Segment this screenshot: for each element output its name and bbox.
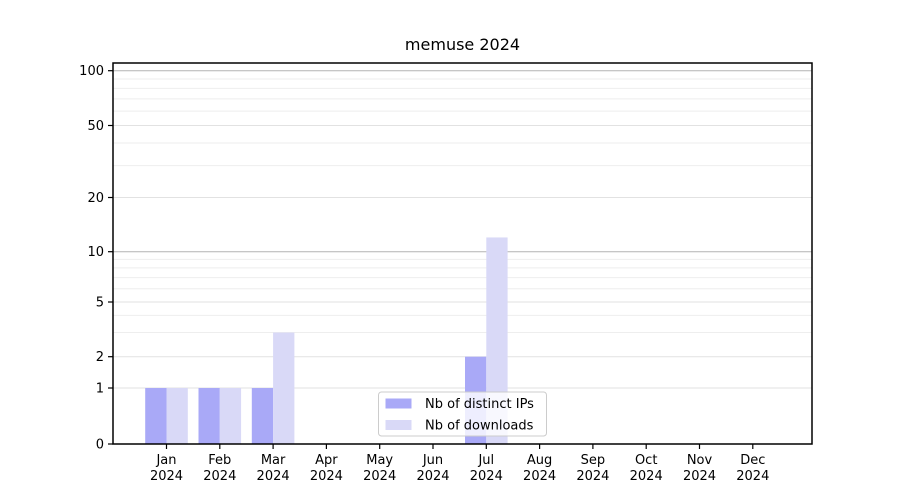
x-tick-year-dec: 2024 [736, 469, 769, 484]
legend-swatch-2 [385, 420, 412, 430]
chart-title: memuse 2024 [404, 35, 521, 54]
bar-jan-series2 [166, 388, 188, 444]
bar-mar-series1 [251, 388, 274, 444]
legend-label-2: Nb of downloads [425, 419, 534, 434]
plot-border [112, 62, 813, 445]
x-tick-label-apr: Apr [315, 453, 338, 468]
x-tick-label-nov: Nov [687, 453, 713, 468]
x-tick-label-jan: Jan [155, 453, 176, 468]
x-tick-label-aug: Aug [527, 453, 552, 468]
legend-box [378, 391, 547, 437]
y-tick-label-1: 1 [96, 382, 104, 397]
x-tick-year-apr: 2024 [310, 469, 343, 484]
x-tick-year-mar: 2024 [257, 469, 290, 484]
x-tick-year-nov: 2024 [683, 469, 716, 484]
y-tick-label-2: 2 [96, 350, 104, 365]
bar-mar-series2 [273, 332, 295, 444]
y-tick-label-10: 10 [87, 245, 104, 260]
legend-swatch-1 [385, 398, 412, 409]
x-tick-label-dec: Dec [740, 453, 765, 468]
y-tick-label-100: 100 [79, 64, 104, 79]
x-tick-label-feb: Feb [208, 453, 231, 468]
y-tick-label-50: 50 [87, 119, 104, 134]
x-tick-year-sep: 2024 [576, 469, 609, 484]
x-tick-year-jun: 2024 [416, 469, 449, 484]
x-tick-label-jun: Jun [422, 453, 443, 468]
bar-feb-series2 [219, 388, 242, 444]
x-tick-year-may: 2024 [363, 469, 396, 484]
y-tick-label-20: 20 [87, 191, 104, 206]
legend-label-1: Nb of distinct IPs [425, 397, 534, 412]
y-tick-label-5: 5 [96, 296, 104, 311]
x-tick-year-jan: 2024 [150, 469, 183, 484]
bar-jan-series1 [145, 388, 167, 444]
x-tick-year-feb: 2024 [203, 469, 236, 484]
y-tick-label-0: 0 [96, 438, 104, 453]
x-tick-label-sep: Sep [581, 453, 606, 468]
x-tick-label-mar: Mar [261, 453, 286, 468]
x-tick-year-aug: 2024 [523, 469, 556, 484]
x-tick-year-jul: 2024 [470, 469, 503, 484]
x-tick-label-jul: Jul [477, 453, 494, 468]
bar-feb-series1 [198, 388, 220, 444]
x-tick-label-may: May [366, 453, 393, 468]
x-tick-year-oct: 2024 [630, 469, 663, 484]
x-tick-label-oct: Oct [635, 453, 657, 468]
